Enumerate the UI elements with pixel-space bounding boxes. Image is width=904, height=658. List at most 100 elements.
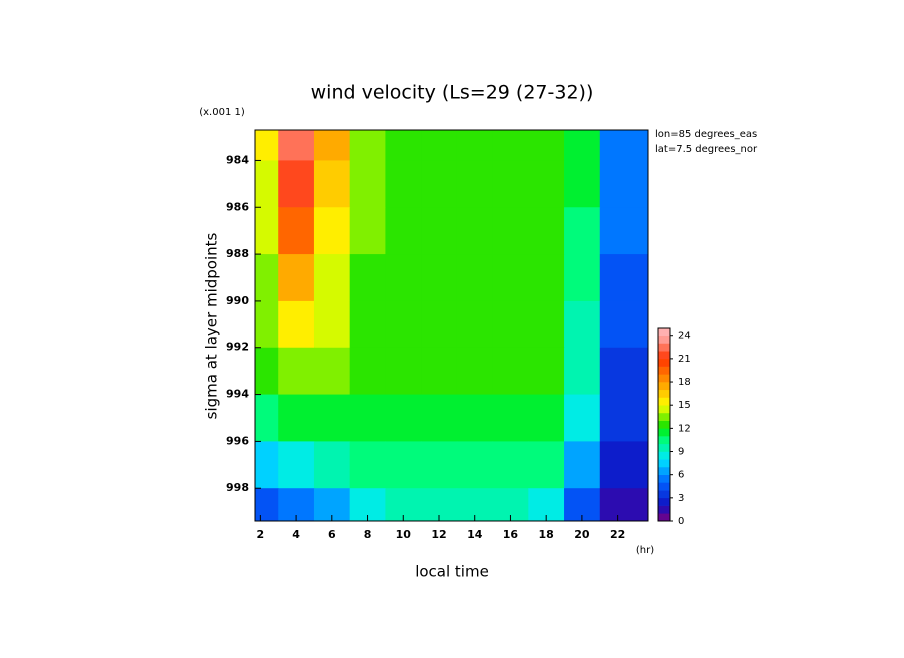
contour-cell xyxy=(456,130,494,161)
contour-cell xyxy=(255,300,279,349)
x-tick-label: 16 xyxy=(503,528,519,541)
colorbar-tick-label: 21 xyxy=(678,354,691,365)
colorbar-band xyxy=(658,328,670,337)
contour-cell xyxy=(349,347,386,396)
y-tick-label: 988 xyxy=(226,247,249,260)
colorbar-band xyxy=(658,513,670,522)
x-axis-label: local time xyxy=(415,563,489,581)
contour-cell xyxy=(313,254,351,302)
colorbar-band xyxy=(658,397,670,406)
contour-cell xyxy=(492,254,529,302)
x-tick-label: 2 xyxy=(257,528,265,541)
contour-cell xyxy=(528,207,565,255)
x-tick-label: 20 xyxy=(574,528,590,541)
contour-cell xyxy=(599,300,648,349)
contour-cell xyxy=(349,300,386,349)
contour-cell xyxy=(385,347,422,396)
contour-cell xyxy=(349,130,386,161)
contour-cell xyxy=(528,160,565,208)
colorbar-band xyxy=(658,497,670,506)
contour-cell xyxy=(421,160,458,208)
annotation: lon=85 degrees_eas xyxy=(655,129,757,140)
y-tick-label: 996 xyxy=(226,434,249,447)
contour-cell xyxy=(385,254,422,302)
annotation: lat=7.5 degrees_nor xyxy=(655,144,758,155)
contour-cell xyxy=(492,347,529,396)
x-tick-label: 18 xyxy=(539,528,554,541)
x-tick-label: 6 xyxy=(328,528,336,541)
colorbar-band xyxy=(658,459,670,468)
colorbar-tick-label: 24 xyxy=(678,331,691,342)
colorbar-band xyxy=(658,374,670,383)
contour-cell xyxy=(349,160,386,208)
contour-cell xyxy=(564,207,601,255)
contour-cell xyxy=(255,254,279,302)
contour-cell xyxy=(456,300,494,349)
colorbar-tick-label: 18 xyxy=(678,377,691,388)
contour-cell xyxy=(421,130,458,161)
colorbar-band xyxy=(658,358,670,367)
colorbar-band xyxy=(658,366,670,375)
contour-cell xyxy=(313,347,351,396)
contour-cell xyxy=(528,394,565,442)
colorbar-band xyxy=(658,428,670,437)
contour-cell xyxy=(599,160,648,208)
x-tick-label: 22 xyxy=(610,528,625,541)
colorbar-tick-label: 3 xyxy=(678,493,684,504)
colorbar-tick-label: 12 xyxy=(678,423,691,434)
contour-cell xyxy=(385,207,422,255)
colorbar-band xyxy=(658,335,670,344)
contour-cell xyxy=(599,207,648,255)
colorbar-band xyxy=(658,436,670,445)
contour-cell xyxy=(255,160,279,208)
contour-cell xyxy=(599,130,648,161)
contour-cell xyxy=(564,394,601,442)
contour-cell xyxy=(313,394,351,442)
contour-cell xyxy=(349,207,386,255)
colorbar-band xyxy=(658,490,670,499)
contour-cell xyxy=(421,347,458,396)
y-tick-label: 986 xyxy=(226,200,249,213)
contour-cell xyxy=(278,300,315,349)
colorbar-band xyxy=(658,474,670,483)
colorbar-band xyxy=(658,412,670,421)
contour-cell xyxy=(313,300,351,349)
plot-frame xyxy=(254,129,649,522)
contour-cell xyxy=(349,441,386,489)
contour-cell xyxy=(385,441,422,489)
contour-cell xyxy=(255,130,279,161)
contour-cell xyxy=(278,394,315,442)
y-tick-label: 994 xyxy=(226,388,249,401)
colorbar-band xyxy=(658,405,670,414)
contour-cell xyxy=(385,394,422,442)
colorbar-band xyxy=(658,382,670,391)
contour-cell xyxy=(313,130,351,161)
colorbar-frame xyxy=(657,327,671,522)
contour-cell xyxy=(313,441,351,489)
contour-cell xyxy=(278,130,315,161)
colorbar-band xyxy=(658,343,670,352)
colorbar-band xyxy=(658,482,670,491)
x-tick-label: 14 xyxy=(467,528,483,541)
contour-cell xyxy=(278,207,315,255)
colorbar-band xyxy=(658,505,670,514)
contour-cell xyxy=(492,207,529,255)
contour-cell xyxy=(599,488,648,521)
contour-cell xyxy=(421,394,458,442)
contour-cell xyxy=(421,254,458,302)
contour-cell xyxy=(255,488,279,521)
colorbar-band xyxy=(658,451,670,460)
y-tick-label: 992 xyxy=(226,341,249,354)
contour-cell xyxy=(421,441,458,489)
y-tick-label: 984 xyxy=(226,153,249,166)
contour-cell xyxy=(385,160,422,208)
contour-cell xyxy=(456,441,494,489)
contour-cell xyxy=(255,207,279,255)
contour-cell xyxy=(564,441,601,489)
contour-cell xyxy=(421,300,458,349)
contour-cell xyxy=(528,441,565,489)
contour-cell xyxy=(564,254,601,302)
colorbar-band xyxy=(658,351,670,360)
contour-cell xyxy=(599,347,648,396)
